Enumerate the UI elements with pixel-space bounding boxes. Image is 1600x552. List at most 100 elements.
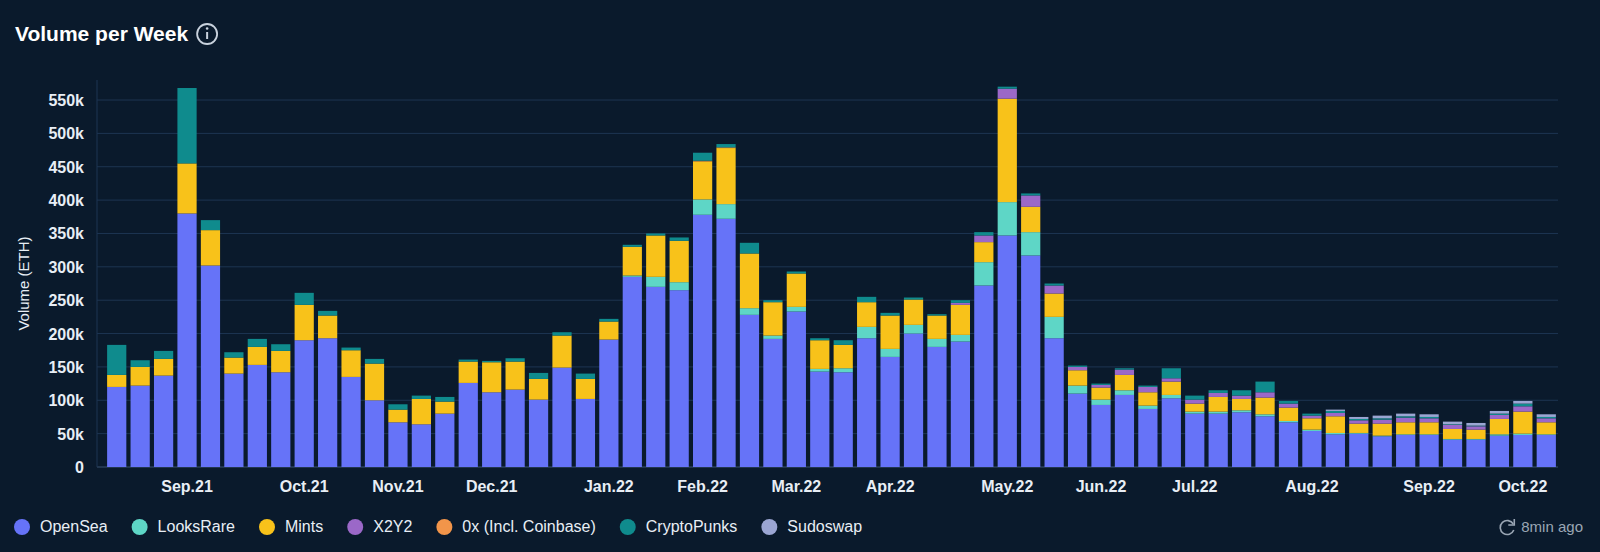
bar-segment xyxy=(506,362,525,390)
grid-line xyxy=(97,166,1558,167)
bar-segment xyxy=(224,352,243,357)
bar-segment xyxy=(787,271,806,272)
bar-segment xyxy=(716,144,735,145)
bar-segment xyxy=(482,362,501,392)
bar-segment xyxy=(998,87,1017,89)
bar-segment xyxy=(740,243,759,254)
x-tick-label: Feb.22 xyxy=(677,478,728,495)
bar-segment xyxy=(810,338,829,339)
bar-segment xyxy=(1115,370,1134,375)
bar-segment xyxy=(552,336,571,368)
y-tick-label: 0 xyxy=(75,459,84,476)
bar-segment xyxy=(1513,406,1532,411)
bar-segment xyxy=(295,292,314,293)
bar-segment xyxy=(646,235,665,276)
bar-segment xyxy=(1045,284,1064,286)
bars xyxy=(107,87,1556,467)
bar-segment xyxy=(1349,419,1368,420)
bar-segment xyxy=(1209,397,1228,412)
bar-segment xyxy=(1138,385,1157,386)
bar-segment xyxy=(1091,384,1110,385)
bar-segment xyxy=(482,362,501,363)
bar-segment xyxy=(388,404,407,405)
bar-segment xyxy=(1209,390,1228,393)
legend-label: Sudoswap xyxy=(787,518,862,535)
legend-label: OpenSea xyxy=(40,518,108,535)
bar-segment xyxy=(763,302,782,335)
bar-segment xyxy=(435,414,454,467)
bar-segment xyxy=(623,277,642,467)
bar-segment xyxy=(1232,399,1251,410)
bar-segment xyxy=(1302,414,1321,416)
bar-segment xyxy=(1326,433,1345,434)
bar-segment xyxy=(1138,406,1157,409)
bar-segment xyxy=(1373,436,1392,467)
x-tick-label: Sep.22 xyxy=(1403,478,1455,495)
bar-segment xyxy=(787,274,806,307)
bar-segment xyxy=(1466,426,1485,427)
bar-segment xyxy=(318,316,337,339)
bar-segment xyxy=(1068,366,1087,367)
bar-segment xyxy=(1419,418,1438,419)
bar-segment xyxy=(1115,390,1134,395)
bar-segment xyxy=(974,232,993,235)
bar-segment xyxy=(1115,368,1134,369)
bar-segment xyxy=(271,344,290,345)
x-tick-label: Mar.22 xyxy=(771,478,821,495)
bar-segment xyxy=(1326,416,1345,433)
bar-segment xyxy=(107,345,126,375)
bar-segment xyxy=(670,237,689,238)
bar-segment xyxy=(1279,408,1298,421)
bar-segment xyxy=(1162,368,1181,369)
bar-segment xyxy=(1232,390,1251,391)
bar-segment xyxy=(224,352,243,353)
bar-segment xyxy=(1185,404,1204,412)
bar-segment xyxy=(1138,387,1157,392)
bar-segment xyxy=(974,242,993,262)
y-tick-label: 200k xyxy=(48,326,84,343)
bar-segment xyxy=(880,357,899,467)
bar-segment xyxy=(341,377,360,467)
y-tick-label: 100k xyxy=(48,392,84,409)
bar-segment xyxy=(1302,413,1321,414)
bar-segment xyxy=(1443,425,1462,429)
bar-segment xyxy=(1232,390,1251,395)
bar-segment xyxy=(1162,382,1181,395)
bar-segment xyxy=(576,373,595,374)
bar-segment xyxy=(927,347,946,467)
bar-segment xyxy=(834,340,853,345)
bar-segment xyxy=(1209,414,1228,467)
bar-segment xyxy=(1466,430,1485,439)
bar-segment xyxy=(1396,414,1415,417)
bar-segment xyxy=(998,235,1017,467)
bar-segment xyxy=(107,375,126,387)
bar-segment xyxy=(927,316,946,339)
bar-segment xyxy=(154,359,173,376)
bar-segment xyxy=(1302,418,1321,429)
bar-segment xyxy=(1302,431,1321,467)
bar-segment xyxy=(1513,412,1532,434)
bar-segment xyxy=(506,358,525,359)
bar-segment xyxy=(529,372,548,373)
x-tick-label: Sep.21 xyxy=(161,478,213,495)
legend-label: 0x (Incl. Coinbase) xyxy=(462,518,595,535)
bar-segment xyxy=(248,347,267,365)
bar-segment xyxy=(693,152,712,153)
bar-segment xyxy=(1396,435,1415,467)
bar-segment xyxy=(810,338,829,340)
bar-segment xyxy=(927,315,946,316)
bar-segment xyxy=(599,340,618,467)
bar-segment xyxy=(576,379,595,399)
bar-segment xyxy=(763,300,782,301)
bar-segment xyxy=(974,235,993,242)
bar-segment xyxy=(1091,388,1110,400)
bar-segment xyxy=(271,351,290,372)
bar-segment xyxy=(1419,417,1438,418)
bar-segment xyxy=(459,360,478,362)
grid-line xyxy=(97,300,1558,301)
bar-segment xyxy=(927,339,946,347)
bar-segment xyxy=(998,99,1017,202)
bar-segment xyxy=(1138,386,1157,387)
bar-segment xyxy=(482,392,501,467)
bar-segment xyxy=(880,349,899,357)
